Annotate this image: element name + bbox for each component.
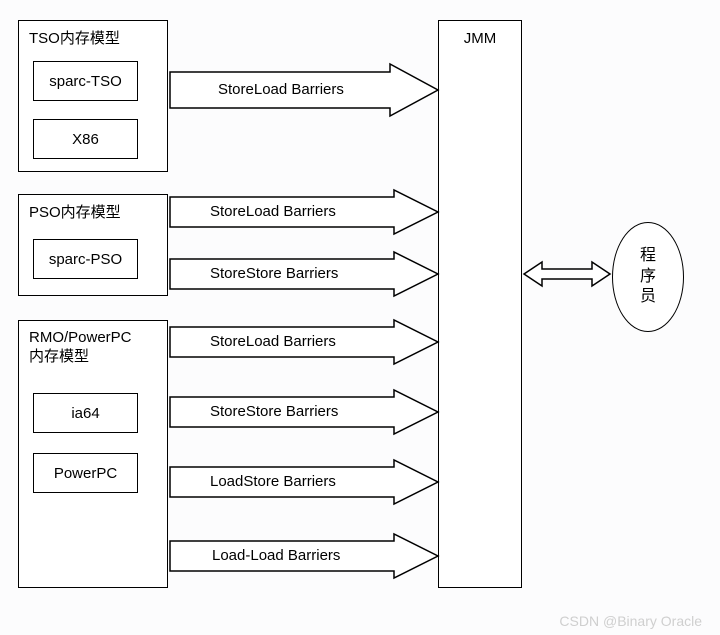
arrow-1-label: StoreLoad Barriers — [218, 81, 344, 98]
double-arrow — [524, 262, 610, 286]
arrow-7-label: Load-Load Barriers — [212, 547, 340, 564]
pso-item-0-label: sparc-PSO — [49, 251, 122, 268]
programmer-ellipse: 程 序 员 — [612, 222, 684, 332]
arrow-3-label: StoreStore Barriers — [210, 265, 338, 282]
arrow-2-label: StoreLoad Barriers — [210, 203, 336, 220]
rmo-item-1: PowerPC — [33, 453, 138, 493]
tso-group: TSO内存模型 sparc-TSO X86 — [18, 20, 168, 172]
pso-group: PSO内存模型 sparc-PSO — [18, 194, 168, 296]
watermark: CSDN @Binary Oracle — [559, 613, 702, 629]
rmo-item-0: ia64 — [33, 393, 138, 433]
arrow-6-label: LoadStore Barriers — [210, 473, 336, 490]
tso-item-1-label: X86 — [72, 131, 99, 148]
jmm-box: JMM — [438, 20, 522, 588]
rmo-title-text: RMO/PowerPC 内存模型 — [29, 328, 132, 367]
rmo-group: RMO/PowerPC 内存模型 ia64 PowerPC — [18, 320, 168, 588]
arrow-5-label: StoreStore Barriers — [210, 403, 338, 420]
rmo-item-0-label: ia64 — [71, 405, 99, 422]
programmer-label: 程 序 员 — [640, 246, 656, 308]
pso-title: PSO内存模型 — [29, 201, 121, 222]
tso-item-0-label: sparc-TSO — [49, 73, 122, 90]
rmo-title: RMO/PowerPC 内存模型 — [29, 327, 159, 367]
jmm-label: JMM — [464, 29, 497, 49]
tso-title: TSO内存模型 — [29, 27, 120, 48]
rmo-item-1-label: PowerPC — [54, 465, 117, 482]
pso-item-0: sparc-PSO — [33, 239, 138, 279]
tso-item-0: sparc-TSO — [33, 61, 138, 101]
arrow-4-label: StoreLoad Barriers — [210, 333, 336, 350]
tso-item-1: X86 — [33, 119, 138, 159]
